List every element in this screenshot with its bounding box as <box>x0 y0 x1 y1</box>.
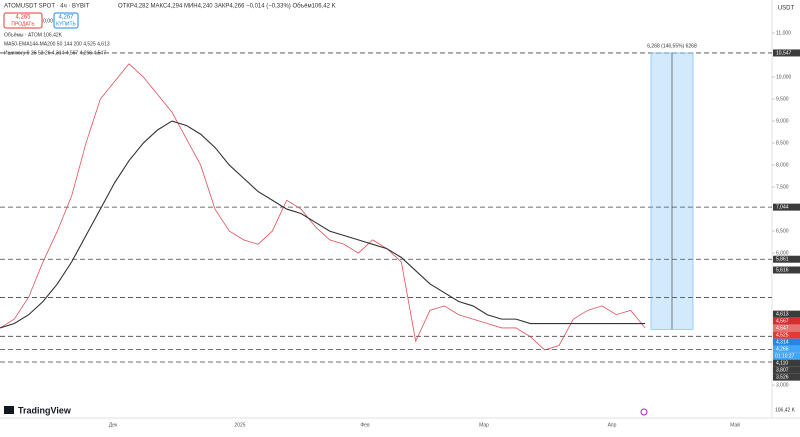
price-tag <box>773 373 800 381</box>
price-tag-label: 3,526 <box>776 374 789 380</box>
sell-label: ПРОДАТЬ <box>11 21 35 27</box>
measure-label: 6,268 (146,55%) 6268 <box>647 43 697 49</box>
indicator: Ишимоку 9 26 52 26 4,314 4,567 4,266 4,5… <box>4 50 106 56</box>
price-tag-label: 10,547 <box>776 50 792 56</box>
buy-label: КУПИТЬ <box>56 21 76 27</box>
y-tick-label: 9,000 <box>776 118 789 124</box>
y-tick-label: 6,500 <box>776 228 789 234</box>
price-tag-label: 4,613 <box>776 311 789 317</box>
price-tag-label: 4,567 <box>776 318 789 324</box>
price-tag-label: 4,314 <box>776 339 789 345</box>
symbol: ATOMUSDT SPOT · 4ч · BYBIT <box>4 4 90 10</box>
time-label: Апр <box>608 422 617 428</box>
time-label: Мар <box>479 422 489 428</box>
price-tag <box>773 310 800 318</box>
indicator: Объёмы · ATOM 106,42K <box>4 32 63 38</box>
sell-price: 4,265 <box>15 15 31 21</box>
price-tag <box>773 359 800 367</box>
price-tag-label: 7,044 <box>776 204 789 210</box>
price-tag-label: 4,525 <box>776 332 789 338</box>
price-tag <box>773 324 800 332</box>
price-tag-label: 5,616 <box>776 267 789 273</box>
buy-price: 4,267 <box>58 15 74 21</box>
price-tag <box>773 345 800 353</box>
price-tag <box>773 366 800 374</box>
currency: USDT <box>778 6 795 12</box>
price-tag <box>773 317 800 325</box>
price-tag <box>773 331 800 339</box>
spread: 0,00 <box>43 18 53 24</box>
price-tag-label: 4,266 <box>776 346 789 352</box>
countdown-tag <box>773 352 800 360</box>
price-tag-label: 3,807 <box>776 367 789 373</box>
event-icon[interactable] <box>640 408 648 416</box>
countdown: 01:10:27 <box>775 353 795 359</box>
y-tick-label: 10,000 <box>776 74 792 80</box>
volume-label: 106,42 K <box>775 407 796 413</box>
logo: TradingView <box>18 405 72 415</box>
time-label: 2025 <box>234 422 245 428</box>
price-tag-label: 4,110 <box>776 360 788 366</box>
ohlc: ОТКР4,282 МАКС4,294 МИН4,240 ЗАКР4,266 −… <box>118 4 336 10</box>
y-tick-label: 7,500 <box>776 184 789 190</box>
time-label: Май <box>730 421 740 428</box>
price-line <box>0 63 646 351</box>
price-tag <box>773 49 800 57</box>
indicator: MA50-EMA144-MA200 50 144 200 4,525 4,613 <box>4 41 110 47</box>
time-label: Дек <box>109 422 118 428</box>
y-tick-label: 6,000 <box>776 250 789 256</box>
price-tag-label: 5,861 <box>776 257 789 263</box>
price-tag <box>773 266 800 274</box>
logo-icon <box>4 406 14 414</box>
price-line <box>0 120 645 329</box>
sell-button[interactable] <box>3 12 43 29</box>
price-tag <box>773 203 800 211</box>
plot: 6,268 (146,55%) 6268 <box>0 32 775 386</box>
y-tick-label: 8,000 <box>776 162 789 168</box>
y-tick-label: 8,500 <box>776 140 789 146</box>
buy-button[interactable] <box>53 12 79 29</box>
time-label: Фев <box>360 422 370 428</box>
price-tag-label: 4,547 <box>776 325 789 331</box>
price-tag <box>773 255 800 263</box>
price-tag <box>773 338 800 346</box>
y-tick-label: 11,000 <box>776 30 791 36</box>
y-tick-label: 9,500 <box>776 96 789 102</box>
y-tick-label: 3,000 <box>776 382 789 388</box>
